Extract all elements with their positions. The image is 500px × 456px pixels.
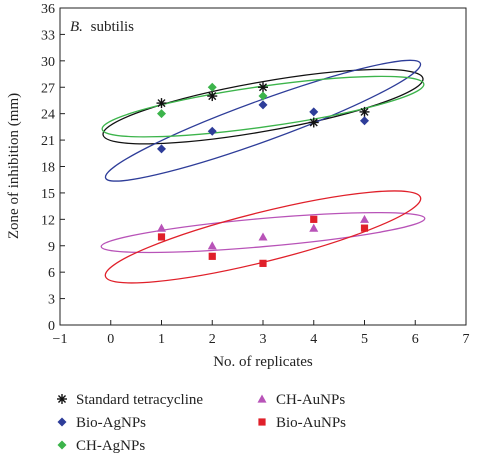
x-tick-label: 2 <box>209 332 216 347</box>
ch-aunps-point <box>258 232 268 241</box>
x-tick-label: −1 <box>53 332 68 347</box>
y-axis-title: Zone of inhibition (mm) <box>6 93 22 239</box>
x-axis-title: No. of replicates <box>213 354 313 370</box>
y-tick-label: 21 <box>41 134 55 149</box>
x-tick-label: 3 <box>260 332 267 347</box>
x-tick-label: 4 <box>310 332 317 347</box>
bio-aunps-point <box>157 233 166 241</box>
x-tick-label: 0 <box>107 332 114 347</box>
chart-annotation-genus: B. <box>70 19 83 35</box>
y-tick-label: 3 <box>48 293 55 308</box>
ch-agnps-point <box>258 91 268 101</box>
y-tick-label: 0 <box>48 319 55 334</box>
y-tick-label: 12 <box>41 213 55 228</box>
standard-tetracycline-point <box>156 98 167 109</box>
points-layer <box>156 82 370 267</box>
standard-tetracycline-point <box>207 91 218 102</box>
cluster-ellipse <box>104 190 422 284</box>
legend-marker-ch-aunps <box>257 394 267 403</box>
legend-marker-ch-agnps <box>57 440 67 450</box>
x-axis: −1 0 1 2 3 4 5 6 7 <box>53 320 470 347</box>
ch-aunps-point <box>207 241 217 250</box>
y-tick-label: 33 <box>41 28 55 43</box>
standard-tetracycline-point <box>308 117 319 128</box>
legend-label-ch-aunps: CH-AuNPs <box>276 392 345 408</box>
bio-agnps-point <box>309 107 319 117</box>
legend-label-bio-agnps: Bio-AgNPs <box>76 415 146 431</box>
standard-tetracycline-point <box>258 82 268 93</box>
cluster-ellipse <box>100 211 426 254</box>
y-tick-label: 15 <box>41 187 55 202</box>
y-tick-label: 6 <box>48 266 55 281</box>
ch-agnps-point <box>157 109 166 119</box>
legend-marker-standard-tetracycline <box>57 394 67 404</box>
ch-aunps-point <box>360 214 369 223</box>
cluster-ellipse <box>104 59 422 182</box>
bio-aunps-point <box>360 224 369 232</box>
y-tick-label: 9 <box>48 240 55 255</box>
x-tick-label: 5 <box>361 332 368 347</box>
bio-agnps-point <box>360 116 369 126</box>
x-tick-label: 1 <box>158 332 165 347</box>
y-tick-label: 18 <box>41 161 55 176</box>
y-tick-label: 27 <box>41 81 55 96</box>
ch-aunps-point <box>157 223 166 232</box>
y-tick-label: 36 <box>41 2 55 17</box>
legend-marker-bio-agnps <box>57 417 67 427</box>
y-tick-label: 24 <box>41 108 55 123</box>
cluster-ellipse <box>102 68 424 145</box>
legend-label-standard-tetracycline: Standard tetracycline <box>76 392 203 408</box>
bio-aunps-point <box>259 259 267 267</box>
ch-agnps-point <box>207 82 217 92</box>
y-tick-label: 30 <box>41 55 55 70</box>
legend-label-ch-agnps: CH-AgNPs <box>76 438 145 454</box>
ellipse-layer <box>100 59 426 284</box>
x-tick-label: 6 <box>412 332 419 347</box>
ch-aunps-point <box>309 223 319 232</box>
x-tick-label: 7 <box>463 332 470 347</box>
legend: Standard tetracycline Bio-AgNPs CH-AgNPs CH… <box>57 392 346 454</box>
bio-aunps-point <box>310 215 318 223</box>
plot-frame <box>59 7 467 326</box>
bio-agnps-point <box>207 126 217 136</box>
chart-annotation-species: subtilis <box>91 19 135 35</box>
bio-agnps-point <box>157 144 166 154</box>
legend-label-bio-aunps: Bio-AuNPs <box>276 415 346 431</box>
bio-agnps-point <box>258 100 268 110</box>
bio-aunps-point <box>208 252 216 260</box>
standard-tetracycline-point <box>359 106 370 117</box>
legend-marker-bio-aunps <box>258 418 266 426</box>
chart-annotation: B. subtilis <box>70 19 134 35</box>
